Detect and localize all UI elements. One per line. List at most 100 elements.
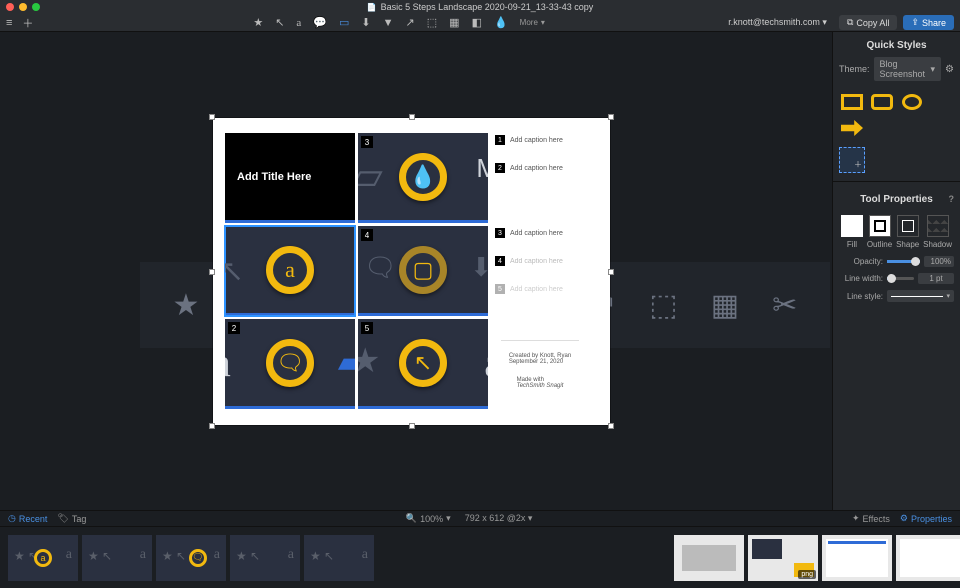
theme-select[interactable]: Blog Screenshot▾ (874, 57, 942, 81)
bg-m-text: M (476, 153, 488, 184)
bg-star-icon: ★ (173, 288, 200, 323)
add-style[interactable]: ＋ (839, 147, 865, 173)
document[interactable]: Add Title Here 3 ▱ M 💧 1Add caption here… (213, 118, 610, 425)
toolbar-left: ≡ ＋ (0, 15, 70, 31)
caption-3[interactable]: 3Add caption here (495, 228, 585, 238)
account-label[interactable]: r.knott@techsmith.com ▾ (728, 17, 827, 28)
favorite-tool-icon[interactable]: ★ (253, 16, 263, 29)
shape-tool-icon[interactable]: ▭ (339, 16, 349, 29)
resize-handle-b[interactable] (409, 423, 415, 429)
copy-all-button[interactable]: ⧉Copy All (839, 15, 897, 30)
dimensions-label[interactable]: 792 x 612 @2x ▾ (465, 513, 533, 524)
caption-3-text: Add caption here (510, 230, 563, 237)
resize-handle-l[interactable] (209, 269, 215, 275)
opacity-slider[interactable] (887, 260, 920, 263)
linewidth-slider[interactable] (887, 277, 914, 280)
bg-crop-icon: ✂ (772, 288, 797, 323)
resize-handle-tr[interactable] (608, 114, 614, 120)
caption-2-num: 2 (495, 163, 505, 173)
shape-tab[interactable]: Shape (896, 215, 919, 249)
step-4-cell[interactable]: 4 🗨 ⬇ ▢ (358, 226, 488, 316)
bg-a-icon-cell: a (225, 339, 231, 386)
fill-tab[interactable]: Fill (841, 215, 863, 249)
tray-thumb-5[interactable]: ★↖a (304, 535, 374, 581)
style-ellipse[interactable] (899, 91, 925, 113)
effects-button[interactable]: ✦Effects (852, 513, 890, 524)
theme-settings-icon[interactable]: ⚙ (945, 64, 954, 75)
resize-handle-br[interactable] (608, 423, 614, 429)
tray-thumb-12[interactable] (822, 535, 892, 581)
simplify-tool-icon[interactable]: ◧ (472, 16, 482, 29)
main-area: ★ ↖ a 🗨 ▭ ⬇ ▼ ↗ ⬚ ▦ ✂ Add Title Here (0, 32, 960, 510)
title-cell[interactable]: Add Title Here (225, 133, 355, 223)
stamp-tool-icon[interactable]: ⬇ (361, 16, 370, 29)
move-tool-icon[interactable]: ↗ (406, 16, 415, 29)
tray-thumb-1[interactable]: ★↖aa (8, 535, 78, 581)
tray-thumb-10[interactable] (674, 535, 744, 581)
minimize-window-icon[interactable] (19, 3, 27, 11)
bg-stamp-icon-cell: ⬇ (470, 252, 488, 283)
style-rect[interactable] (839, 91, 865, 113)
close-window-icon[interactable] (6, 3, 14, 11)
share-button[interactable]: ⇪Share (903, 15, 954, 30)
credits-by: Created by Knott, RyanSeptember 21, 2020 (509, 353, 571, 365)
step-3-cell[interactable]: 3 ▱ M 💧 (358, 133, 488, 223)
text-tool-icon[interactable]: a (296, 17, 301, 29)
style-arrow[interactable] (839, 117, 865, 139)
tag-button[interactable]: 🏷Tag (57, 513, 86, 524)
selection-tool-icon[interactable]: ⬚ (427, 16, 437, 29)
zoom-control[interactable]: 🔍100% ▾ (406, 513, 451, 524)
credits-made: Made withTechSmith Snagit (517, 377, 564, 389)
fill-tool-icon[interactable]: ▼ (383, 17, 394, 29)
shadow-tab[interactable]: Shadow (923, 215, 952, 249)
bg-blur-icon: ▦ (711, 288, 739, 323)
text-a-icon: a (285, 257, 295, 283)
step-1-cell[interactable]: ↖ a (225, 226, 355, 316)
recent-button[interactable]: ◷Recent (8, 513, 47, 524)
style-rounded-rect[interactable] (869, 91, 895, 113)
tray-thumb-3[interactable]: ★↖🗨a (156, 535, 226, 581)
tray-thumb-2[interactable]: ★↖a (82, 535, 152, 581)
document-title-text: Basic 5 Steps Landscape 2020-09-21_13-33… (381, 2, 594, 12)
chevron-down-icon: ▾ (931, 64, 936, 75)
resize-handle-bl[interactable] (209, 423, 215, 429)
tray-thumb-11[interactable]: png (748, 535, 818, 581)
arrow-tool-icon[interactable]: ↖ (275, 16, 284, 29)
linestyle-select[interactable]: ▾ (887, 290, 954, 302)
png-badge: png (798, 570, 816, 579)
resize-handle-t[interactable] (409, 114, 415, 120)
maximize-window-icon[interactable] (32, 3, 40, 11)
captions-top: 1Add caption here 2Add caption here (491, 133, 589, 223)
crop-tool-icon[interactable]: 💧 (494, 16, 508, 29)
add-icon[interactable]: ＋ (22, 15, 33, 31)
caption-2[interactable]: 2Add caption here (495, 163, 585, 173)
caption-4[interactable]: 4Add caption here (495, 256, 585, 266)
tray-thumb-13[interactable] (896, 535, 960, 581)
step-3-number: 3 (361, 136, 373, 148)
step-grid: Add Title Here 3 ▱ M 💧 1Add caption here… (213, 118, 610, 424)
step-5-cell[interactable]: 5 ★ a ↖ (358, 319, 488, 409)
opacity-label: Opacity: (839, 257, 883, 266)
capture-tray: ★↖aa ★↖a ★↖🗨a ★↖a ★↖a png (0, 526, 960, 588)
help-icon[interactable]: ? (949, 194, 955, 204)
resize-handle-r[interactable] (608, 269, 614, 275)
caption-5[interactable]: 5Add caption here (495, 284, 585, 294)
menu-icon[interactable]: ≡ (6, 17, 12, 29)
more-tools[interactable]: More ▾ (520, 18, 545, 27)
linewidth-value[interactable]: 1 pt (918, 273, 954, 284)
canvas[interactable]: ★ ↖ a 🗨 ▭ ⬇ ▼ ↗ ⬚ ▦ ✂ Add Title Here (0, 32, 832, 510)
caption-4-text: Add caption here (510, 258, 563, 265)
credits-cell: Created by Knott, RyanSeptember 21, 2020… (491, 319, 589, 409)
step-5-number: 5 (361, 322, 373, 334)
resize-handle-tl[interactable] (209, 114, 215, 120)
tray-thumb-4[interactable]: ★↖a (230, 535, 300, 581)
outline-tab[interactable]: Outline (867, 215, 892, 249)
callout-tool-icon[interactable]: 💬 (313, 16, 327, 29)
properties-button[interactable]: ⚙Properties (900, 513, 952, 524)
opacity-value[interactable]: 100% (924, 256, 954, 267)
caption-1[interactable]: 1Add caption here (495, 135, 585, 145)
step-2-cell[interactable]: 2 a ▰ 🗨 (225, 319, 355, 409)
blur-tool-icon[interactable]: ▦ (449, 16, 459, 29)
square-icon: ▢ (413, 257, 434, 283)
captions-mid: 3Add caption here 4Add caption here 5Add… (491, 226, 589, 316)
